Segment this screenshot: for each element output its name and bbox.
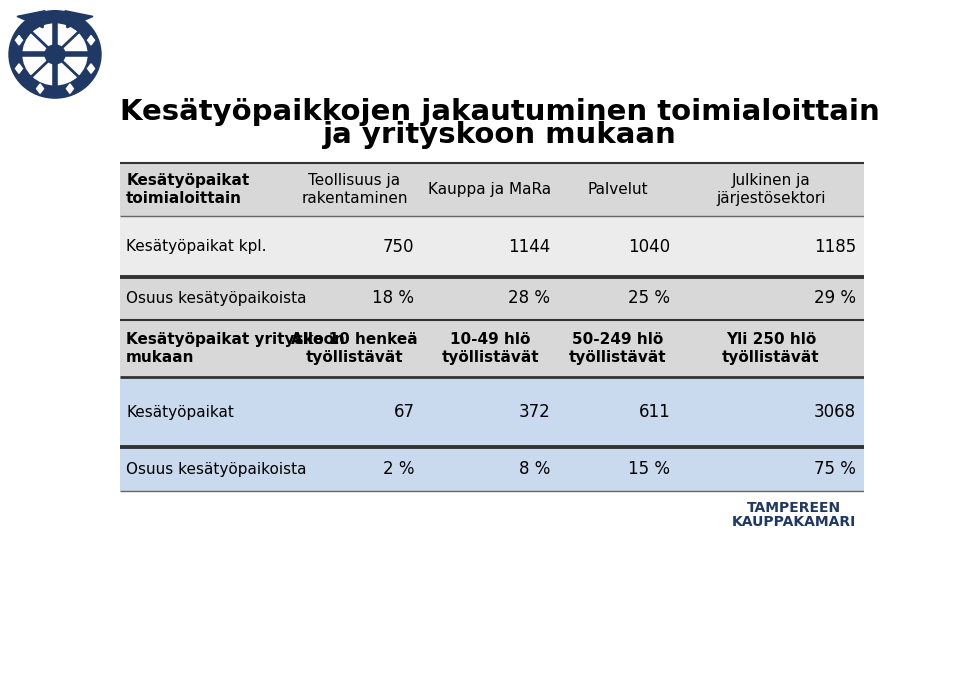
Text: Kesätyöpaikat: Kesätyöpaikat bbox=[126, 405, 234, 420]
Polygon shape bbox=[87, 64, 94, 74]
Bar bbox=[120, 447, 864, 491]
Text: Kesätyöpaikat
toimialoittain: Kesätyöpaikat toimialoittain bbox=[126, 174, 250, 205]
Text: Palvelut: Palvelut bbox=[588, 182, 648, 197]
Polygon shape bbox=[15, 64, 22, 74]
Text: ja yrityskoon mukaan: ja yrityskoon mukaan bbox=[323, 121, 677, 149]
Text: 29 %: 29 % bbox=[814, 289, 856, 307]
Bar bbox=[120, 83, 864, 163]
Polygon shape bbox=[36, 15, 43, 25]
Polygon shape bbox=[87, 35, 94, 45]
Text: Kesätyöpaikat yrityskoon
mukaan: Kesätyöpaikat yrityskoon mukaan bbox=[126, 332, 345, 365]
Text: 611: 611 bbox=[638, 403, 670, 421]
Text: 1040: 1040 bbox=[628, 237, 670, 255]
Text: 25 %: 25 % bbox=[628, 289, 670, 307]
Text: Kauppa ja MaRa: Kauppa ja MaRa bbox=[428, 182, 552, 197]
Text: 10-49 hlö
työllistävät: 10-49 hlö työllistävät bbox=[442, 332, 539, 365]
Text: Teollisuus ja
rakentaminen: Teollisuus ja rakentaminen bbox=[301, 174, 408, 205]
Text: 750: 750 bbox=[383, 237, 415, 255]
Bar bbox=[120, 378, 864, 447]
Text: Osuus kesätyöpaikoista: Osuus kesätyöpaikoista bbox=[126, 291, 306, 306]
Text: TAMPEREEN: TAMPEREEN bbox=[747, 501, 841, 516]
Bar bbox=[120, 278, 864, 320]
Text: 1144: 1144 bbox=[508, 237, 550, 255]
Text: 50-249 hlö
työllistävät: 50-249 hlö työllistävät bbox=[569, 332, 667, 365]
Circle shape bbox=[23, 24, 87, 85]
Text: Kesätyöpaikat kpl.: Kesätyöpaikat kpl. bbox=[126, 239, 267, 254]
Text: Kesätyöpaikkojen jakautuminen toimialoittain: Kesätyöpaikkojen jakautuminen toimialoit… bbox=[120, 98, 879, 126]
Text: 8 %: 8 % bbox=[518, 460, 550, 478]
Polygon shape bbox=[17, 10, 45, 28]
Polygon shape bbox=[66, 15, 73, 25]
Text: KAUPPAKAMARI: KAUPPAKAMARI bbox=[732, 515, 856, 530]
Polygon shape bbox=[65, 10, 93, 28]
Polygon shape bbox=[36, 84, 43, 94]
Text: 1185: 1185 bbox=[814, 237, 856, 255]
Text: 18 %: 18 % bbox=[372, 289, 415, 307]
Text: 3068: 3068 bbox=[814, 403, 856, 421]
Bar bbox=[120, 163, 864, 216]
Text: 28 %: 28 % bbox=[508, 289, 550, 307]
Text: 75 %: 75 % bbox=[814, 460, 856, 478]
Text: Julkinen ja
järjestösektori: Julkinen ja järjestösektori bbox=[716, 174, 826, 205]
Circle shape bbox=[45, 45, 65, 64]
Polygon shape bbox=[15, 35, 22, 45]
Text: 67: 67 bbox=[394, 403, 415, 421]
Text: 2 %: 2 % bbox=[383, 460, 415, 478]
Bar bbox=[120, 320, 864, 378]
Bar bbox=[120, 216, 864, 278]
Circle shape bbox=[9, 10, 101, 98]
Text: 15 %: 15 % bbox=[628, 460, 670, 478]
Text: Osuus kesätyöpaikoista: Osuus kesätyöpaikoista bbox=[126, 462, 306, 477]
Text: Alle 10 henkeä
työllistävät: Alle 10 henkeä työllistävät bbox=[291, 332, 418, 365]
Polygon shape bbox=[66, 84, 73, 94]
Text: Yli 250 hlö
työllistävät: Yli 250 hlö työllistävät bbox=[722, 332, 820, 365]
Text: 372: 372 bbox=[518, 403, 550, 421]
